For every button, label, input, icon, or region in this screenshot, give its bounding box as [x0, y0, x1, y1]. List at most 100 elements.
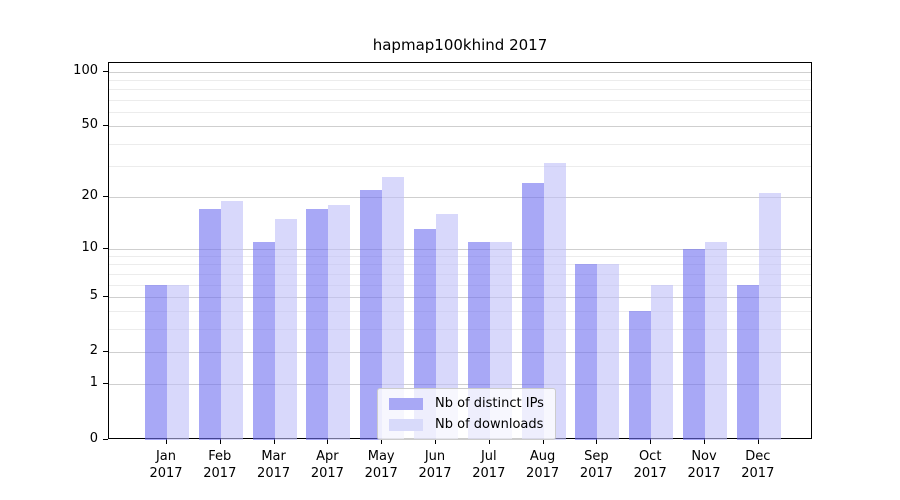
x-tick-mark [542, 439, 544, 444]
x-tick-mark [381, 439, 383, 444]
bar-distinct-ips [414, 229, 436, 440]
bar-downloads [274, 218, 297, 440]
gridline-major [109, 352, 811, 354]
gridline-major [109, 296, 811, 298]
y-tick-label: 10 [81, 239, 98, 255]
y-tick-label: 50 [81, 117, 98, 133]
gridline-minor [109, 143, 811, 145]
bar-downloads [220, 200, 243, 440]
gridline-minor [109, 273, 811, 275]
gridline-major [109, 384, 811, 386]
x-tick-mark [596, 439, 598, 444]
gridline-major [109, 71, 811, 73]
legend-label-distinct-ips: Nb of distinct IPs [435, 396, 544, 411]
x-tick-month: Jun [424, 449, 446, 464]
gridline-major [109, 126, 811, 128]
x-tick-year: 2017 [418, 466, 452, 481]
x-tick-month: Dec [745, 449, 771, 464]
gridline-minor [109, 329, 811, 331]
x-tick-month: Mar [261, 449, 286, 464]
chart-title: hapmap100khind 2017 [372, 36, 548, 54]
plot-area: Nb of distinct IPs Nb of downloads [108, 62, 812, 440]
y-tick-label: 100 [73, 62, 98, 78]
y-tick-label: 1 [89, 375, 98, 391]
x-tick-year: 2017 [579, 466, 613, 481]
x-tick-label: Sep 2017 [564, 448, 628, 482]
x-tick-mark [273, 439, 275, 444]
legend: Nb of distinct IPs Nb of downloads [377, 388, 556, 440]
y-tick-mark [103, 125, 108, 127]
gridline-minor [109, 111, 811, 113]
legend-swatch-downloads [389, 418, 423, 431]
x-tick-label: May 2017 [349, 448, 413, 482]
x-tick-mark [650, 439, 652, 444]
legend-row-distinct-ips: Nb of distinct IPs [389, 396, 544, 411]
x-tick-label: Jan 2017 [134, 448, 198, 482]
x-tick-label: Jul 2017 [457, 448, 521, 482]
gridline-minor [109, 80, 811, 82]
gridline-minor [109, 311, 811, 313]
bar-distinct-ips [145, 284, 167, 440]
y-tick-label: 0 [89, 430, 98, 446]
x-tick-year: 2017 [203, 466, 237, 481]
x-tick-year: 2017 [472, 466, 506, 481]
gridline-minor [109, 99, 811, 101]
bar-downloads [328, 204, 351, 440]
bar-distinct-ips [252, 241, 275, 440]
x-tick-month: Oct [638, 449, 662, 464]
x-tick-year: 2017 [741, 466, 775, 481]
x-tick-year: 2017 [149, 466, 183, 481]
bar-distinct-ips [736, 284, 759, 440]
y-tick-mark [103, 438, 108, 440]
gridline-minor [109, 256, 811, 258]
legend-label-downloads: Nb of downloads [435, 417, 544, 432]
y-tick-label: 20 [81, 187, 98, 203]
bar-downloads [543, 163, 566, 440]
x-tick-year: 2017 [633, 466, 667, 481]
x-tick-year: 2017 [526, 466, 560, 481]
x-tick-mark [166, 439, 167, 444]
x-tick-month: Sep [584, 449, 609, 464]
x-tick-year: 2017 [687, 466, 721, 481]
y-tick-mark [103, 70, 108, 72]
y-tick-label: 5 [89, 287, 98, 303]
bar-distinct-ips [306, 209, 329, 440]
x-tick-label: Oct 2017 [618, 448, 682, 482]
y-tick-mark [103, 195, 108, 197]
x-tick-mark [704, 439, 705, 444]
x-tick-label: Mar 2017 [242, 448, 306, 482]
gridline-major [109, 196, 811, 198]
y-tick-label: 2 [89, 343, 98, 359]
bar-distinct-ips [575, 264, 598, 440]
x-tick-year: 2017 [364, 466, 398, 481]
x-tick-month: Nov [691, 449, 717, 464]
x-tick-mark [757, 439, 759, 444]
x-tick-month: Apr [316, 449, 339, 464]
gridline-major [109, 248, 811, 250]
x-tick-label: Apr 2017 [295, 448, 359, 482]
x-tick-month: Aug [529, 449, 556, 464]
gridline-minor [109, 89, 811, 91]
x-tick-year: 2017 [257, 466, 291, 481]
bar-downloads [758, 193, 781, 440]
bar-downloads [705, 241, 727, 440]
bar-downloads [167, 284, 189, 440]
bar-distinct-ips [629, 311, 652, 440]
gridline-minor [109, 264, 811, 266]
x-tick-label: Nov 2017 [672, 448, 736, 482]
bar-distinct-ips [521, 183, 544, 440]
bar-downloads [382, 176, 405, 440]
y-tick-mark [103, 247, 108, 249]
x-tick-month: Feb [208, 449, 232, 464]
x-tick-month: Jan [155, 449, 177, 464]
x-tick-mark [435, 439, 436, 444]
bar-distinct-ips [198, 209, 221, 440]
x-tick-year: 2017 [310, 466, 344, 481]
x-tick-label: Feb 2017 [188, 448, 252, 482]
bar-distinct-ips [360, 189, 383, 440]
gridline-minor [109, 165, 811, 167]
y-tick-mark [103, 295, 108, 297]
bar-downloads [436, 213, 458, 440]
legend-swatch-distinct-ips [389, 397, 423, 410]
